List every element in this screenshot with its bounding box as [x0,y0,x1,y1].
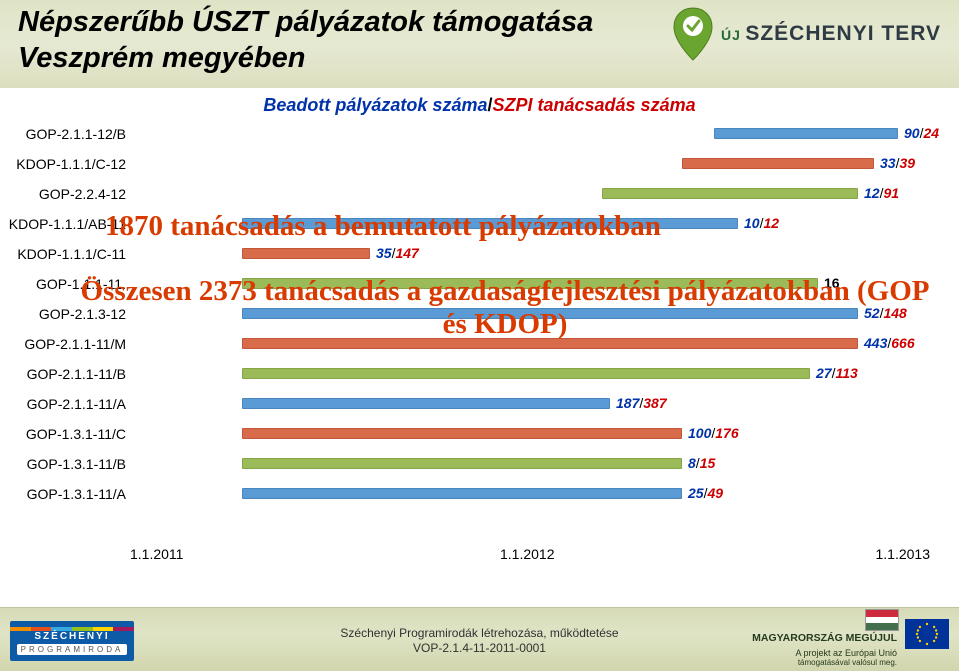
y-axis-label: GOP-1.3.1-11/B [0,457,126,471]
annotation-red: 12 [763,215,779,231]
subtitle-blue: Beadott pályázatok száma [263,95,487,115]
annotation-blue: 90 [904,125,920,141]
overlay-text-2: Összesen 2373 tanácsadás a gazdaságfejle… [80,275,930,342]
annotation-blue: 35 [376,245,392,261]
y-axis-label: GOP-1.3.1-11/C [0,427,126,441]
footer-right-line3: támogatásával valósul meg. [747,658,897,667]
chart-bar [242,488,682,499]
title-line2: Veszprém megyében [18,42,305,75]
annotation-red: 176 [715,425,738,441]
chart-bar [242,248,370,259]
chart-bar [714,128,898,139]
footer-right-text: MAGYARORSZÁG MEGÚJUL A projekt az Európa… [747,632,897,667]
y-axis-label: GOP-2.1.1-11/A [0,397,126,411]
annotation-red: 387 [643,395,666,411]
header-band: Népszerűbb ÚSZT pályázatok támogatása Ve… [0,0,959,90]
chart-bar [242,428,682,439]
bar-annotation: 90/24 [904,125,939,141]
bar-annotation: 8/15 [688,455,715,471]
annotation-blue: 10 [744,215,760,231]
x-axis: 1.1.2011 1.1.2012 1.1.2013 [130,540,930,562]
bar-annotation: 100/176 [688,425,739,441]
x-axis-tick: 1.1.2013 [876,546,931,562]
chart-bar [242,398,610,409]
annotation-blue: 100 [688,425,711,441]
overlay-text-1: 1870 tanácsadás a bemutatott pályázatokb… [105,210,661,243]
y-axis-label: GOP-2.1.1-12/B [0,127,126,141]
chart-bar [242,458,682,469]
chart-bar [682,158,874,169]
y-axis-label: GOP-2.1.1-11/B [0,367,126,381]
y-axis-label: KDOP-1.1.1/C-11 [0,247,126,261]
y-axis-label: GOP-2.2.4-12 [0,187,126,201]
annotation-red: 91 [883,185,899,201]
bar-annotation: 12/91 [864,185,899,201]
y-axis-label: GOP-1.3.1-11/A [0,487,126,501]
bar-annotation: 27/113 [816,365,858,381]
annotation-red: 24 [923,125,939,141]
bar-annotation: 25/49 [688,485,723,501]
chart-bar [602,188,858,199]
annotation-red: 147 [395,245,418,261]
eu-flag-icon [905,619,949,649]
footer-right-line2: A projekt az Európai Unió [747,648,897,658]
chart-bar [242,368,810,379]
annotation-blue: 187 [616,395,639,411]
logo-sz: SZÉCHENYI TERV [745,22,941,45]
chart-subtitle: Beadott pályázatok száma/SZPI tanácsadás… [0,95,959,116]
logo-text: ÚJ SZÉCHENYI TERV [721,22,941,46]
logo-szechenyi-terv: ÚJ SZÉCHENYI TERV [671,6,941,62]
logo-uj: ÚJ [721,27,741,43]
logo-pin-icon [671,6,715,62]
annotation-blue: 33 [880,155,896,171]
annotation-red: 113 [835,365,857,381]
x-axis-tick: 1.1.2011 [130,546,183,562]
chart-area: 90/2433/3912/9110/1235/1471652/148443/66… [0,122,959,562]
annotation-red: 39 [899,155,915,171]
bar-annotation: 33/39 [880,155,915,171]
bar-annotation: 187/387 [616,395,667,411]
slide-root: Népszerűbb ÚSZT pályázatok támogatása Ve… [0,0,959,671]
annotation-blue: 8 [688,455,696,471]
annotation-red: 15 [700,455,716,471]
subtitle-red: SZPI tanácsadás száma [492,95,695,115]
annotation-red: 49 [707,485,723,501]
y-axis-label: KDOP-1.1.1/C-12 [0,157,126,171]
annotation-blue: 27 [816,365,832,381]
bar-annotation: 10/12 [744,215,779,231]
bar-annotation: 35/147 [376,245,419,261]
footer-band: SZÉCHENYI PROGRAMIRODA Széchenyi Program… [0,607,959,671]
annotation-blue: 12 [864,185,880,201]
annotation-blue: 25 [688,485,704,501]
footer-right: MAGYARORSZÁG MEGÚJUL A projekt az Európa… [747,619,949,667]
footer-right-line1: MAGYARORSZÁG MEGÚJUL [747,632,897,644]
title-line1: Népszerűbb ÚSZT pályázatok támogatása [18,6,593,39]
x-axis-tick: 1.1.2012 [500,546,555,562]
